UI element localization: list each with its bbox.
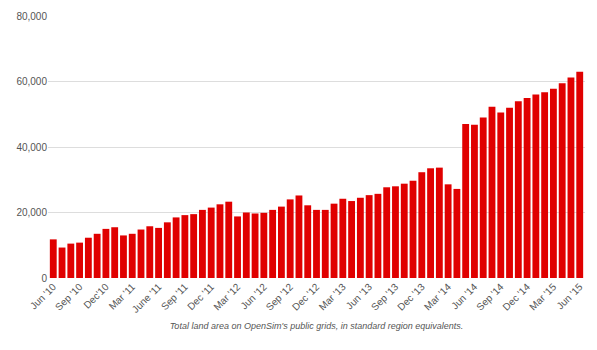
svg-text:Sep '11: Sep '11 [159,281,190,312]
svg-text:Dec '11: Dec '11 [185,281,216,312]
svg-text:Jun '14: Jun '14 [449,281,480,312]
svg-text:Dec'10: Dec'10 [81,281,111,311]
svg-text:Total land area on OpenSim's p: Total land area on OpenSim's public grid… [170,321,464,331]
svg-text:Dec '12: Dec '12 [290,281,322,313]
svg-text:Jun '10: Jun '10 [28,281,59,312]
svg-text:Dec '14: Dec '14 [501,281,533,313]
svg-text:Jun '15: Jun '15 [554,281,585,312]
svg-text:Dec '13: Dec '13 [395,281,427,313]
svg-text:Sep '13: Sep '13 [369,281,401,313]
svg-text:Jun '13: Jun '13 [344,281,375,312]
svg-text:0: 0 [41,273,47,284]
svg-text:Sep '10: Sep '10 [53,281,85,313]
svg-text:Sep '12: Sep '12 [264,281,296,313]
svg-text:Mar '14: Mar '14 [422,281,453,312]
svg-text:80,000: 80,000 [16,11,47,22]
svg-text:Mar '13: Mar '13 [317,281,348,312]
svg-text:60,000: 60,000 [16,76,47,87]
svg-text:June '11: June '11 [130,281,164,315]
svg-text:Mar '15: Mar '15 [527,281,558,312]
svg-text:Jun '12: Jun '12 [238,281,269,312]
svg-text:Mar '12: Mar '12 [211,281,242,312]
svg-text:Sep '14: Sep '14 [474,281,506,313]
svg-text:20,000: 20,000 [16,207,47,218]
svg-text:40,000: 40,000 [16,142,47,153]
svg-text:Mar '11: Mar '11 [107,281,138,312]
